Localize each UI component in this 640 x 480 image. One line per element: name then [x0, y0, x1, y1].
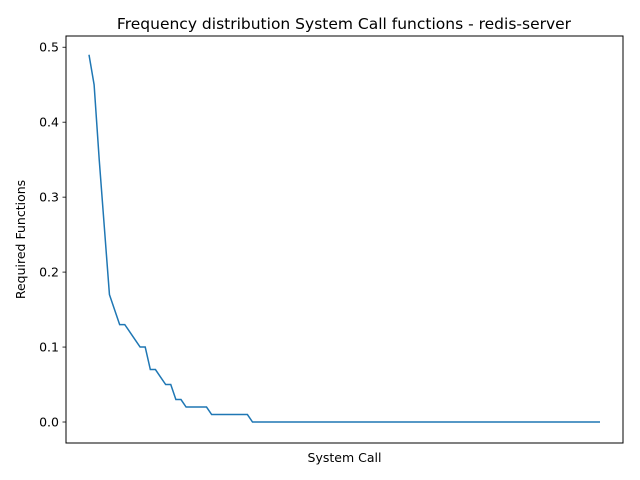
- y-tick-label: 0.2: [39, 265, 59, 280]
- y-tick-label: 0.3: [39, 190, 59, 205]
- chart-title: Frequency distribution System Call funct…: [117, 15, 572, 33]
- series-line: [88, 54, 600, 423]
- plot-frame: [65, 35, 624, 444]
- y-axis-title: Required Functions: [13, 180, 28, 299]
- y-tick-label: 0.5: [39, 40, 59, 55]
- y-axis: 0.0 0.1 0.2 0.3 0.4 0.5: [39, 40, 66, 430]
- y-tick-label: 0.1: [39, 340, 59, 355]
- x-axis-title: System Call: [308, 450, 382, 465]
- y-tick-label: 0.4: [39, 115, 59, 130]
- y-tick-label: 0.0: [39, 415, 59, 430]
- plot-area: [88, 54, 600, 423]
